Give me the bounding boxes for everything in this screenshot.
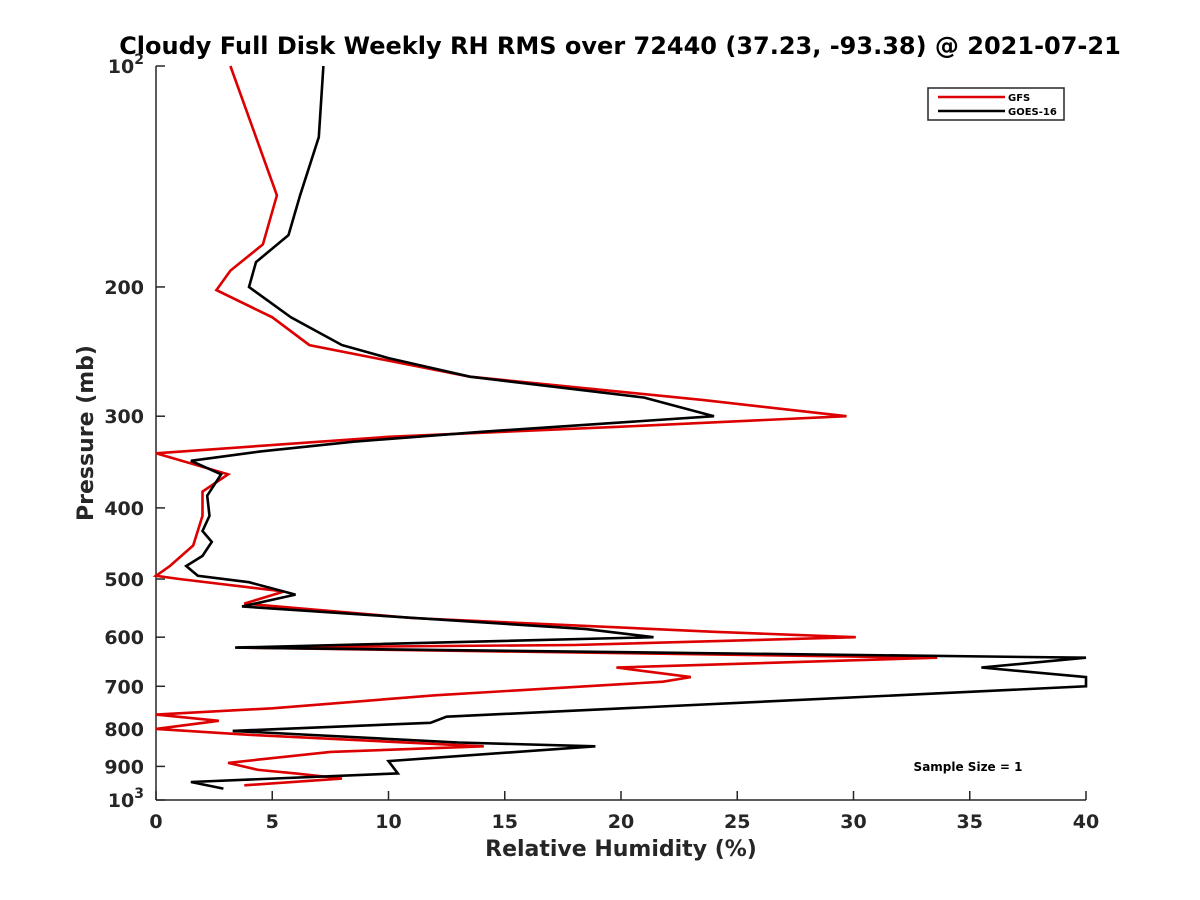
y-tick-base: 10 [108,790,134,812]
legend: GFS GOES-16 [927,87,1065,121]
x-tick-label: 20 [608,811,634,833]
plot-axes: 0 5 10 15 20 25 30 35 40102200300400500600700800… [104,52,1099,833]
x-tick-label: 10 [375,811,401,833]
y-tick-label: 300 [104,406,144,428]
series-line-goes16 [183,65,1088,790]
chart-title: Cloudy Full Disk Weekly RH RMS over 7244… [119,32,1121,60]
legend-label-gfs: GFS [1008,93,1030,104]
x-tick-label: 40 [1073,811,1099,833]
sample-size-annotation: Sample Size = 1 [914,760,1023,774]
x-tick-label: 15 [492,811,518,833]
x-tick-label: 35 [957,811,983,833]
series-layer [152,65,1088,790]
y-tick-label: 400 [104,498,144,520]
x-axis-label: Relative Humidity (%) [485,837,757,862]
y-tick-label: 900 [104,756,144,778]
y-axis-label: Pressure (mb) [74,345,99,521]
y-tick-exponent: 2 [134,52,144,68]
y-tick-base: 10 [108,56,134,78]
legend-label-goes16: GOES-16 [1008,107,1057,118]
y-tick-label: 500 [104,569,144,591]
y-tick-exponent: 3 [134,786,144,802]
y-tick-label: 200 [104,277,144,299]
y-tick-label: 800 [104,719,144,741]
x-tick-label: 0 [149,811,162,833]
y-tick-label: 600 [104,627,144,649]
x-tick-label: 30 [840,811,866,833]
y-tick-label: 102 [108,52,144,78]
y-tick-label: 700 [104,676,144,698]
x-tick-label: 5 [266,811,279,833]
y-tick-label: 103 [108,786,144,812]
legend-box [927,87,1065,121]
x-tick-label: 25 [724,811,750,833]
